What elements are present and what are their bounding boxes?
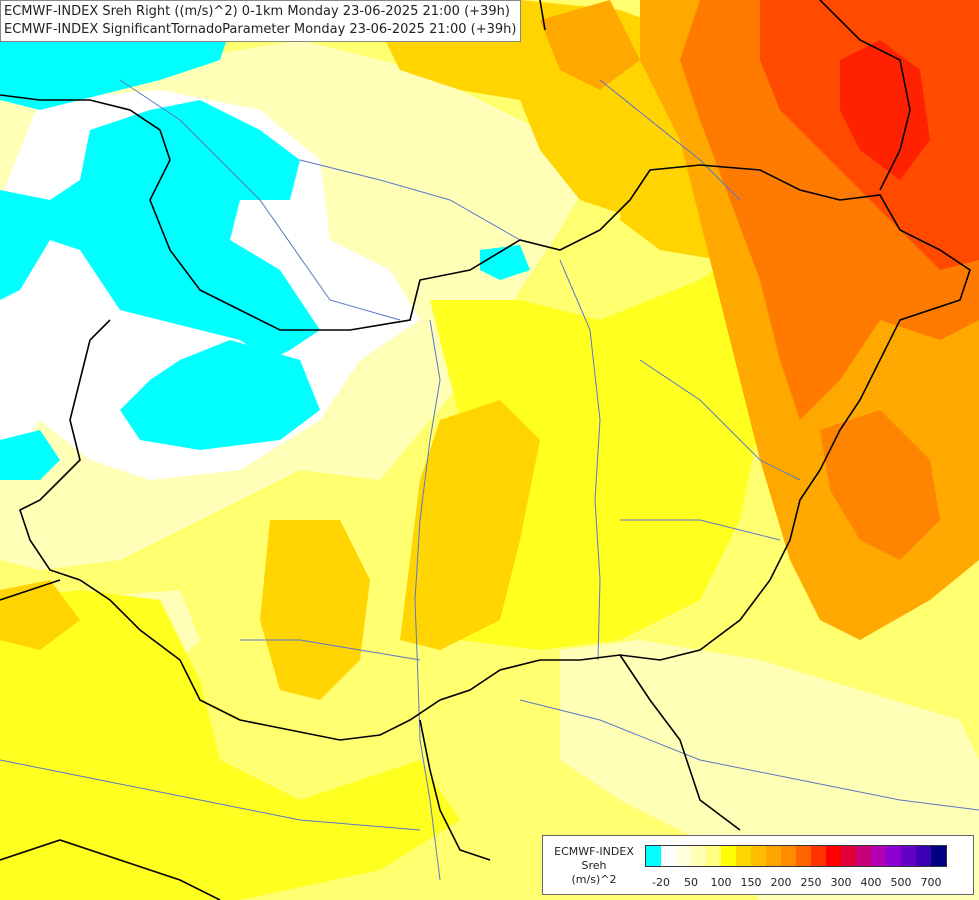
legend-swatch [751, 846, 766, 866]
legend-swatch [916, 846, 931, 866]
legend-title-line1: ECMWF-INDEX [554, 845, 634, 858]
legend-swatch [781, 846, 796, 866]
amber-area [400, 400, 540, 650]
legend-tick-label: 150 [740, 876, 762, 889]
cyan-area [480, 245, 530, 280]
legend-swatch [661, 846, 676, 866]
yellow-area [0, 590, 460, 900]
color-legend: ECMWF-INDEX Sreh (m/s)^2 -20 50 100 150 200 2… [542, 835, 974, 895]
legend-swatch [901, 846, 916, 866]
legend-swatch [706, 846, 721, 866]
dark-orange-area [820, 410, 940, 560]
amber-area [260, 520, 370, 700]
cyan-area [120, 340, 320, 450]
legend-swatch [856, 846, 871, 866]
legend-tick-label: 50 [684, 876, 698, 889]
legend-title: ECMWF-INDEX Sreh (m/s)^2 [549, 845, 639, 887]
legend-swatch [931, 846, 946, 866]
legend-tick-label: 100 [710, 876, 732, 889]
legend-tick-label: 300 [830, 876, 852, 889]
legend-swatch [676, 846, 691, 866]
legend-swatch [721, 846, 736, 866]
legend-tick-label: 200 [770, 876, 792, 889]
map-header: ECMWF-INDEX Sreh Right ((m/s)^2) 0-1km M… [0, 0, 522, 42]
legend-tick-label: 250 [800, 876, 822, 889]
red-area [840, 40, 930, 180]
legend-swatch [886, 846, 901, 866]
legend-tick-label: 500 [890, 876, 912, 889]
legend-swatch [736, 846, 751, 866]
legend-swatch [796, 846, 811, 866]
legend-tick-label: -20 [652, 876, 670, 889]
legend-swatch [646, 846, 661, 866]
header-line-stp: ECMWF-INDEX SignificantTornadoParameter … [4, 22, 517, 37]
legend-color-scale [645, 845, 947, 867]
orange-area [540, 0, 640, 90]
header-line-sreh: ECMWF-INDEX Sreh Right ((m/s)^2) 0-1km M… [4, 4, 510, 19]
legend-title-line3: (m/s)^2 [571, 873, 617, 886]
legend-swatch [691, 846, 706, 866]
legend-tick-label: 400 [860, 876, 882, 889]
rivers [0, 79, 979, 881]
legend-swatch [841, 846, 856, 866]
cyan-area [0, 100, 320, 360]
legend-swatch [826, 846, 841, 866]
amber-area [0, 580, 80, 650]
legend-title-line2: Sreh [581, 859, 607, 872]
legend-swatch [871, 846, 886, 866]
legend-tick-label: 700 [920, 876, 942, 889]
legend-swatch [811, 846, 826, 866]
cyan-area [0, 430, 60, 480]
legend-swatch [766, 846, 781, 866]
